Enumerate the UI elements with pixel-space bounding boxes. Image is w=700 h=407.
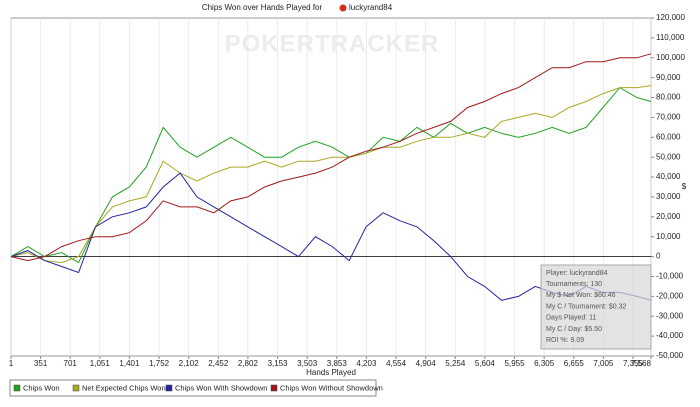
y-tick-label: 90,000 bbox=[656, 73, 681, 82]
y-tick-label: 20,000 bbox=[656, 212, 681, 221]
y-tick-label: 110,000 bbox=[656, 33, 685, 42]
info-line: Days Played: 11 bbox=[546, 315, 597, 322]
y-tick-label: -10,000 bbox=[656, 272, 684, 281]
x-tick-label: 7,005 bbox=[593, 359, 614, 368]
x-tick-label: 2,802 bbox=[238, 359, 259, 368]
x-tick-label: 5,604 bbox=[475, 359, 496, 368]
x-tick-label: 7,355 bbox=[623, 359, 644, 368]
x-tick-label: 3,853 bbox=[327, 359, 348, 368]
legend-swatch bbox=[13, 384, 21, 392]
x-tick-label: 2,452 bbox=[208, 359, 229, 368]
x-tick-label: 4,904 bbox=[416, 359, 437, 368]
x-tick-label: 7,568 bbox=[631, 359, 652, 368]
y-tick-label: 40,000 bbox=[656, 172, 681, 181]
info-line: My C / Day: $5.50 bbox=[546, 326, 602, 333]
x-tick-label: 2,102 bbox=[179, 359, 200, 368]
x-tick-label: 6,655 bbox=[564, 359, 585, 368]
y-tick-label: 70,000 bbox=[656, 113, 681, 122]
legend-label: Chips Won bbox=[23, 383, 60, 392]
legend-label: Chips Won With Showdown bbox=[175, 383, 267, 392]
player-name: luckyrand84 bbox=[349, 3, 393, 12]
legend-label: Net Expected Chips Won bbox=[82, 383, 166, 392]
x-tick-label: 5,955 bbox=[505, 359, 526, 368]
x-tick-label: 1,752 bbox=[149, 359, 170, 368]
y-tick-label: -50,000 bbox=[656, 351, 684, 360]
series-line bbox=[10, 53, 652, 262]
y-tick-label: 30,000 bbox=[656, 192, 681, 201]
y-tick-label: 100,000 bbox=[656, 53, 685, 62]
y-tick-label: 120,000 bbox=[656, 13, 685, 22]
y-tick-label: -20,000 bbox=[656, 291, 684, 300]
x-tick-label: 4,554 bbox=[386, 359, 407, 368]
x-axis-label: Hands Played bbox=[306, 368, 356, 377]
watermark: POKERTRACKER bbox=[225, 30, 440, 57]
legend-swatch bbox=[270, 384, 278, 392]
x-tick-label: 351 bbox=[34, 359, 48, 368]
y-axis-label: $ bbox=[682, 182, 687, 191]
y-tick-label: 60,000 bbox=[656, 132, 681, 141]
x-tick-label: 701 bbox=[64, 359, 78, 368]
legend bbox=[9, 379, 377, 397]
info-line: My $ Net Won: $60.46 bbox=[546, 292, 616, 299]
info-line: ROI %: 9.09 bbox=[546, 337, 584, 344]
x-tick-label: 1,401 bbox=[119, 359, 140, 368]
info-box-bg bbox=[540, 264, 652, 350]
info-line: Player: luckyrand84 bbox=[546, 270, 608, 277]
legend-swatch bbox=[165, 384, 173, 392]
x-tick-label: 4,203 bbox=[356, 359, 377, 368]
legend-swatch bbox=[72, 384, 80, 392]
y-tick-label: 10,000 bbox=[656, 232, 681, 241]
series-line bbox=[10, 85, 652, 264]
x-tick-label: 1 bbox=[9, 359, 14, 368]
x-tick-label: 5,254 bbox=[445, 359, 466, 368]
x-tick-label: 1,051 bbox=[90, 359, 111, 368]
y-tick-label: 50,000 bbox=[656, 152, 681, 161]
y-tick-label: 0 bbox=[656, 252, 661, 261]
legend-label: Chips Won Without Showdown bbox=[280, 383, 383, 392]
y-tick-label: -30,000 bbox=[656, 311, 684, 320]
x-tick-label: 3,153 bbox=[268, 359, 289, 368]
y-tick-label: -40,000 bbox=[656, 331, 684, 340]
info-box: Player: luckyrand84 Tournaments: 130 My $ … bbox=[540, 264, 652, 350]
info-line: My C / Tournament: $0.32 bbox=[546, 303, 627, 310]
x-tick-label: 6,305 bbox=[534, 359, 555, 368]
chart-title: Chips Won over Hands Played for bbox=[202, 3, 323, 12]
y-tick-label: 80,000 bbox=[656, 93, 681, 102]
info-line: Tournaments: 130 bbox=[546, 281, 602, 288]
x-tick-label: 3,503 bbox=[297, 359, 318, 368]
player-icon bbox=[339, 4, 347, 12]
series-line bbox=[10, 86, 652, 264]
